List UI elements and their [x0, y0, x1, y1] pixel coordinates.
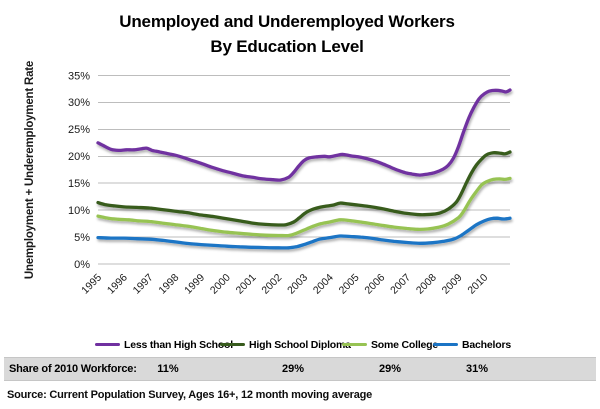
x-tick-label: 2007: [388, 272, 413, 297]
x-tick-label: 2002: [259, 272, 284, 297]
x-tick-label: 2003: [285, 272, 310, 297]
series-line-bachelors: [96, 216, 512, 250]
x-tick-label: 1995: [79, 272, 104, 297]
y-tick-label: 35%: [68, 70, 90, 82]
legend-label: High School Diploma: [249, 338, 351, 351]
y-tick-label: 20%: [68, 151, 90, 163]
share-row-label: Share of 2010 Workforce:: [9, 363, 137, 375]
legend-label: Bachelors: [462, 338, 511, 351]
x-tick-label: 1997: [131, 272, 156, 297]
x-tick-label: 1998: [156, 272, 181, 297]
share-value-high-school-diploma: 29%: [281, 363, 305, 375]
share-value-less-than-high-school: 11%: [157, 363, 179, 375]
chart-plot-area: 0% 5% 10% 15% 20% 25% 30% 35% Unemployment + Und…: [24, 61, 512, 297]
series-line-some-college: [96, 176, 512, 238]
x-tick-label: 2004: [311, 272, 336, 297]
y-tick-label: 25%: [68, 124, 90, 136]
series-line-high-school-diploma: [96, 150, 512, 227]
share-value-some-college: 29%: [378, 363, 402, 375]
y-axis-title: Unemployment + Underemployment Rate: [24, 61, 36, 279]
y-tick-label: 30%: [68, 97, 90, 109]
legend-label: Less than High School: [124, 338, 233, 351]
legend-line-swatch-blue: [433, 343, 458, 346]
chart-title-line2: By Education Level: [210, 37, 364, 56]
series-line-less-than-high-school: [96, 88, 512, 182]
legend: Less than High School High School Diplom…: [0, 336, 600, 353]
legend-line-swatch-light-green: [342, 343, 367, 346]
y-tick-label: 5%: [74, 232, 90, 244]
x-tick-label: 2010: [465, 272, 490, 297]
legend-line-swatch-dark-green: [220, 343, 245, 346]
share-of-workforce-band: Share of 2010 Workforce: 11% 29% 29% 31%: [4, 357, 596, 381]
chart-title-line1: Unemployed and Underemployed Workers: [119, 12, 455, 31]
x-tick-label: 2005: [337, 272, 362, 297]
x-tick-label: 1996: [105, 272, 130, 297]
y-tick-label: 0%: [74, 259, 90, 271]
legend-item-less-than-high-school: Less than High School: [95, 336, 233, 353]
x-tick-label: 2000: [208, 272, 233, 297]
y-tick-label: 15%: [68, 178, 90, 190]
x-tick-label: 2001: [234, 272, 259, 297]
legend-label: Some College: [371, 338, 439, 351]
legend-item-bachelors: Bachelors: [433, 336, 511, 353]
legend-item-some-college: Some College: [342, 336, 438, 353]
x-tick-label: 1999: [182, 272, 207, 297]
x-tick-label: 2009: [440, 272, 465, 297]
share-value-bachelors: 31%: [465, 363, 489, 375]
source-note: Source: Current Population Survey, Ages …: [7, 389, 373, 401]
legend-item-high-school-diploma: High School Diploma: [220, 336, 351, 353]
chart-title: Unemployed and Underemployed Workers By …: [0, 9, 600, 59]
y-tick-label: 10%: [68, 205, 90, 217]
legend-line-swatch-purple: [95, 343, 120, 346]
x-tick-label: 2008: [414, 272, 439, 297]
x-tick-label: 2006: [362, 272, 387, 297]
